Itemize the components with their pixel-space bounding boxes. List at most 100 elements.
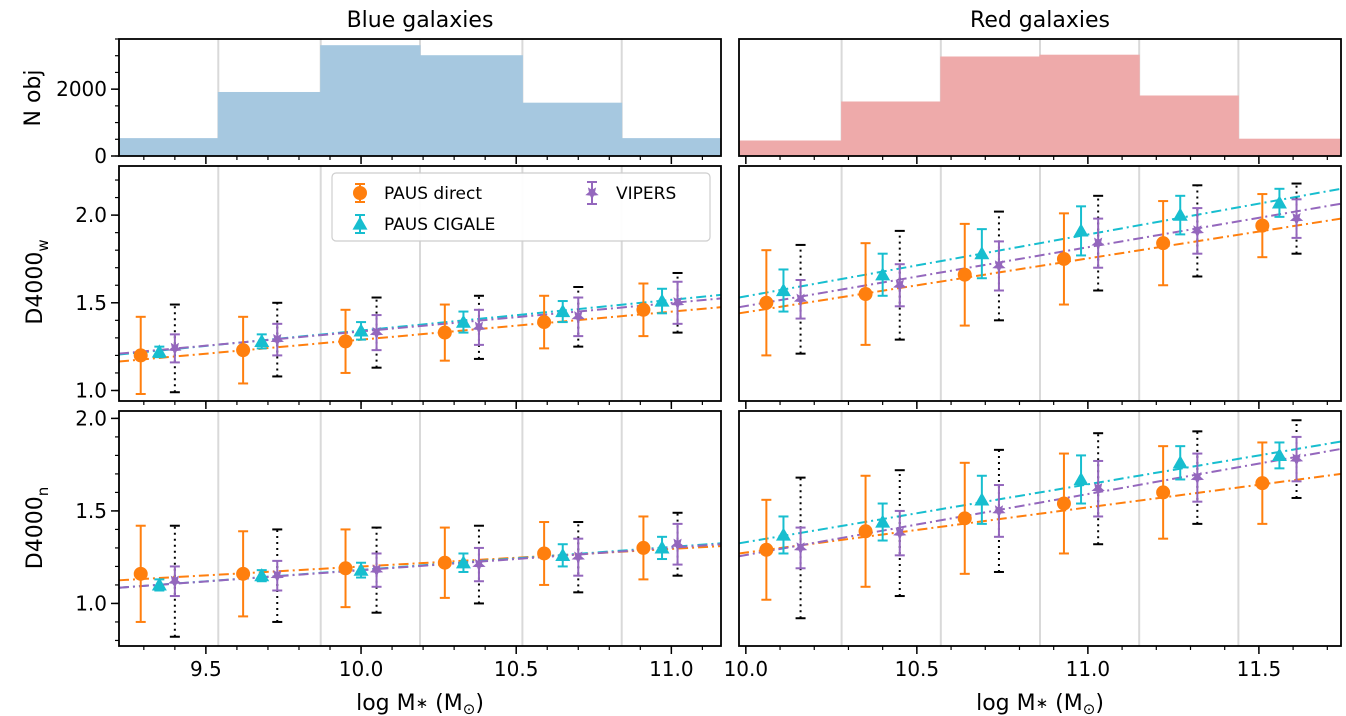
vipers-marker: [369, 326, 384, 340]
vipers-marker: [472, 321, 486, 335]
paus-cigale-marker: [151, 577, 167, 591]
vipers-marker: [270, 333, 284, 347]
paus-cigale-marker: [1172, 207, 1188, 221]
paus-direct-marker: [133, 348, 148, 363]
paus-cigale-marker: [654, 540, 670, 554]
paus-cigale-marker: [353, 562, 369, 576]
histogram-bar: [419, 55, 523, 157]
legend-label: PAUS direct: [384, 184, 482, 204]
vipers-marker: [1091, 237, 1105, 251]
x-tick-label: 11.0: [649, 657, 694, 681]
paus-direct-marker: [858, 287, 873, 302]
y-tick-label: 2000: [56, 77, 107, 101]
paus-direct-marker: [338, 561, 353, 576]
histogram-bar: [841, 101, 942, 157]
paus-direct-marker: [338, 334, 353, 349]
paus-direct-marker: [437, 555, 452, 570]
vipers-marker: [369, 564, 384, 578]
histogram-bar: [320, 45, 421, 157]
paus-cigale-marker: [555, 547, 571, 561]
vipers-marker: [1091, 483, 1105, 496]
paus-direct-marker: [957, 511, 972, 526]
paus-cigale-marker: [353, 323, 369, 337]
x-tick-label: 11.0: [1066, 657, 1111, 681]
y-tick-label: 1.5: [75, 291, 107, 315]
histogram-bar: [217, 91, 322, 157]
paus-direct-marker: [1156, 485, 1171, 500]
fit-line: [738, 440, 1342, 545]
vipers-marker: [1289, 212, 1304, 226]
x-tick-label: 10.5: [494, 657, 539, 681]
paus-cigale-marker: [875, 514, 891, 528]
ylabel-d4000w-sub: w: [34, 239, 52, 251]
paus-direct-marker: [1156, 236, 1171, 251]
vipers-marker: [992, 260, 1006, 273]
axes-frame: [118, 165, 722, 402]
histogram-bar: [738, 140, 843, 157]
histogram-bar: [1237, 138, 1342, 157]
paus-direct-marker: [1255, 476, 1270, 491]
paus-direct-marker: [1056, 251, 1071, 266]
x-tick-label: 11.5: [1237, 657, 1282, 681]
paus-direct-marker: [437, 325, 452, 340]
vipers-marker: [1190, 225, 1204, 238]
vipers-marker: [270, 570, 284, 583]
paus-cigale-marker: [1271, 195, 1287, 209]
axes-frame: [118, 38, 722, 157]
paus-direct-marker: [759, 542, 774, 557]
histogram-bar: [1039, 54, 1140, 157]
fit-line: [738, 447, 1342, 558]
paus-direct-marker: [1056, 496, 1071, 511]
vipers-marker: [670, 297, 685, 310]
paus-cigale-marker: [455, 314, 471, 328]
red-panel-title: Red galaxies: [970, 8, 1110, 33]
fit-line: [738, 472, 1342, 555]
blue-histogram-panel: 0 2000: [56, 38, 722, 168]
ylabel-d4000n-sub: n: [34, 487, 52, 497]
vipers-marker: [585, 187, 599, 200]
paus-direct-marker: [236, 343, 251, 358]
ylabel-d4000w: D4000w: [23, 239, 52, 324]
paus-cigale-marker: [775, 527, 791, 541]
y-tick-label: 1.0: [75, 378, 107, 402]
blue-d4000w-panel: 1.0 1.5 2.0: [75, 165, 722, 409]
paus-cigale-marker: [254, 333, 270, 347]
red-histogram-panel: [738, 38, 1342, 164]
legend-label: VIPERS: [616, 184, 676, 204]
vipers-marker: [168, 575, 182, 589]
vipers-marker: [571, 551, 585, 565]
paus-cigale-marker: [1271, 447, 1287, 462]
paus-direct-marker: [133, 566, 148, 581]
legend: PAUS direct PAUS CIGALE VIPERS: [331, 172, 711, 242]
fit-line: [118, 297, 722, 355]
vipers-marker: [992, 505, 1006, 518]
axes-frame: [118, 410, 722, 647]
paus-direct-marker: [858, 524, 873, 539]
vipers-marker: [1190, 471, 1204, 485]
paus-cigale-marker: [1073, 471, 1089, 486]
paus-direct-marker: [1255, 218, 1270, 233]
vipers-marker: [168, 342, 182, 356]
fit-line: [118, 543, 722, 589]
fit-line: [738, 187, 1342, 299]
legend-box: [331, 172, 711, 242]
paus-direct-marker: [957, 267, 972, 282]
fit-line: [738, 202, 1342, 309]
paus-direct-marker: [759, 295, 774, 310]
paus-direct-marker: [236, 566, 251, 581]
paus-cigale-marker: [1073, 223, 1089, 237]
fit-line: [118, 306, 722, 363]
axes-frame: [738, 165, 1342, 402]
ylabel-nobj: N obj: [21, 70, 46, 127]
vipers-marker: [893, 527, 907, 541]
paus-cigale-marker: [555, 304, 571, 318]
paus-cigale-marker: [254, 568, 270, 582]
histogram-bar: [1138, 95, 1239, 157]
legend-item: PAUS CIGALE: [352, 214, 495, 235]
paus-cigale-marker: [974, 246, 990, 260]
paus-cigale-marker: [654, 293, 670, 307]
paus-direct-marker: [636, 540, 651, 555]
paus-direct-marker: [353, 186, 367, 200]
paus-cigale-marker: [974, 492, 990, 506]
